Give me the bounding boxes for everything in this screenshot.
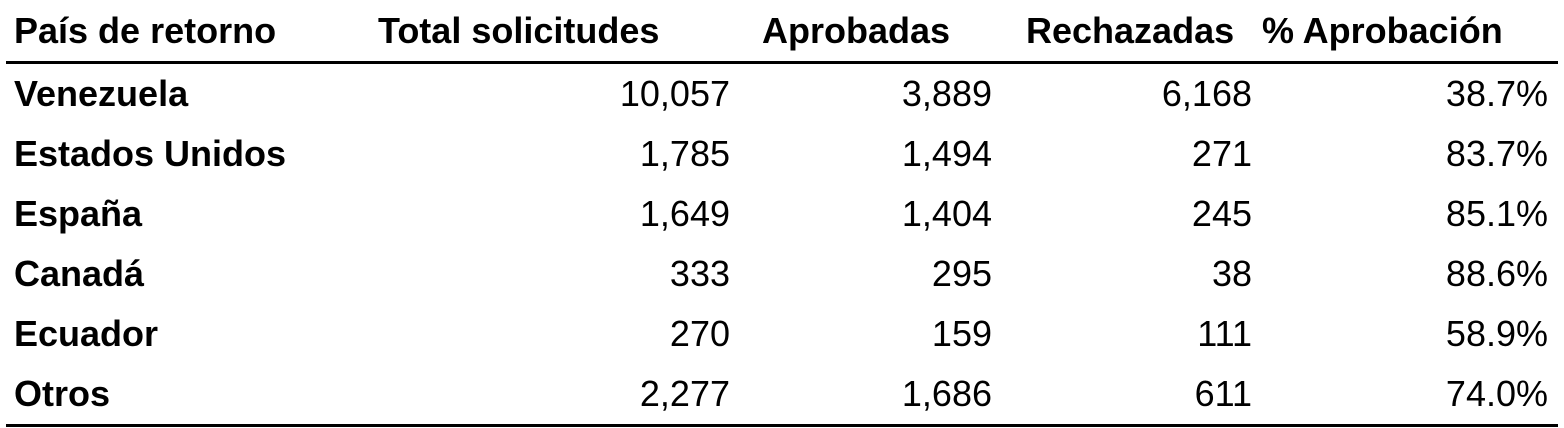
- table-cell: 88.6%: [1445, 253, 1548, 294]
- row-label: Otros: [14, 373, 111, 414]
- table-cell: 74.0%: [1445, 373, 1548, 414]
- table-row: Ecuador 270 159 111 58.9%: [6, 304, 1558, 364]
- table-cell: 295: [931, 253, 992, 294]
- table-cell: 1,785: [639, 133, 730, 174]
- table-cell: 2,277: [639, 373, 730, 414]
- table-cell: 85.1%: [1445, 193, 1548, 234]
- table-cell: 111: [1197, 313, 1252, 354]
- column-header: Aprobadas: [762, 9, 951, 51]
- table-cell: 1,494: [901, 133, 992, 174]
- table-cell: 333: [669, 253, 730, 294]
- column-header: Total solicitudes: [378, 9, 660, 51]
- table-cell: 245: [1191, 193, 1252, 234]
- column-header: Rechazadas: [1026, 9, 1235, 51]
- column-header: País de retorno: [14, 9, 277, 51]
- table-cell: 159: [931, 313, 992, 354]
- table-row: Otros 2,277 1,686 611 74.0%: [6, 364, 1558, 424]
- row-label: Venezuela: [14, 73, 189, 114]
- table-row: Estados Unidos 1,785 1,494 271 83.7%: [6, 124, 1558, 184]
- table-row: Canadá 333 295 38 88.6%: [6, 244, 1558, 304]
- bottom-rule: [6, 424, 1558, 427]
- table-cell: 38: [1211, 253, 1252, 294]
- row-label: Canadá: [14, 253, 145, 294]
- table-cell: 38.7%: [1445, 73, 1548, 114]
- row-label: Estados Unidos: [14, 133, 287, 174]
- column-header: % Aprobación: [1262, 9, 1503, 51]
- table-cell: 6,168: [1161, 73, 1252, 114]
- table-cell: 10,057: [619, 73, 730, 114]
- table-cell: 270: [669, 313, 730, 354]
- table-body: Venezuela 10,057 3,889 6,168 38.7% Estados Un…: [6, 64, 1558, 424]
- table-cell: 83.7%: [1445, 133, 1548, 174]
- table-row: España 1,649 1,404 245 85.1%: [6, 184, 1558, 244]
- table-row: Venezuela 10,057 3,889 6,168 38.7%: [6, 64, 1558, 124]
- table-cell: 1,649: [639, 193, 730, 234]
- table-cell: 3,889: [901, 73, 992, 114]
- table-cell: 1,404: [901, 193, 992, 234]
- data-table: País de retorno Total solicitudes Aproba…: [6, 0, 1558, 427]
- table-cell: 611: [1194, 373, 1252, 414]
- table-cell: 58.9%: [1445, 313, 1548, 354]
- row-label: España: [14, 193, 143, 234]
- table-cell: 271: [1191, 133, 1252, 174]
- table-cell: 1,686: [901, 373, 992, 414]
- header-rule: [6, 61, 1558, 64]
- row-label: Ecuador: [14, 313, 159, 354]
- table-header-row: País de retorno Total solicitudes Aproba…: [6, 0, 1558, 61]
